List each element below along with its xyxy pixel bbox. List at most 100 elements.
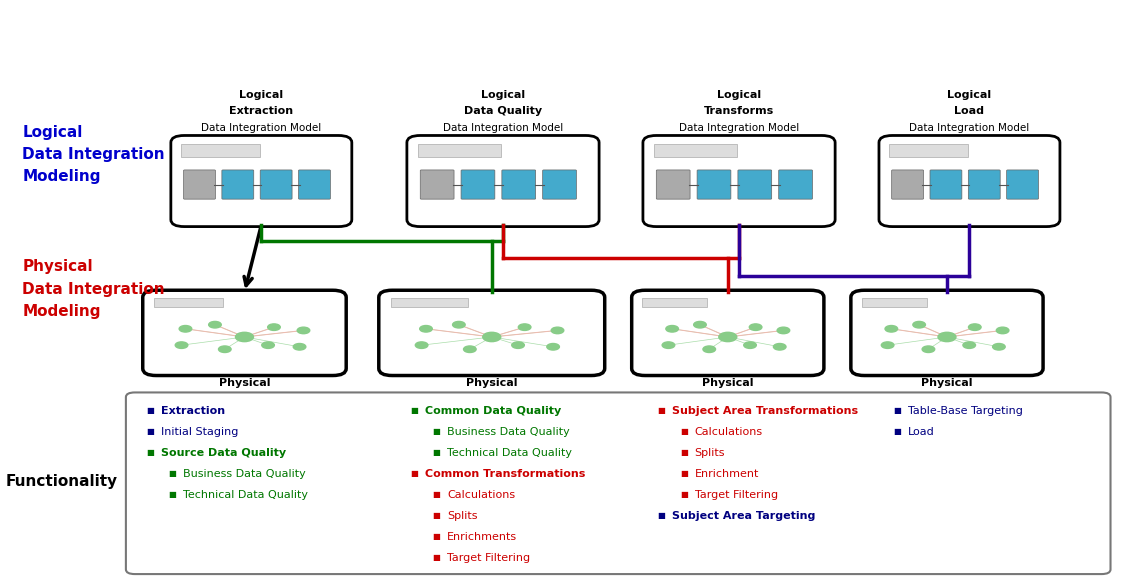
Text: Target: Target (931, 395, 963, 405)
FancyBboxPatch shape (891, 170, 924, 199)
FancyBboxPatch shape (737, 170, 772, 199)
Bar (643, 298, 707, 307)
FancyBboxPatch shape (221, 170, 254, 199)
Text: ■: ■ (680, 469, 688, 478)
Text: ■: ■ (658, 406, 665, 415)
Text: ■: ■ (146, 406, 154, 415)
Circle shape (175, 342, 188, 349)
Text: Source Data Quality: Source Data Quality (161, 447, 285, 458)
Text: ■: ■ (680, 427, 688, 436)
Text: Component Model: Component Model (680, 411, 776, 421)
Text: Common Transformations: Common Transformations (425, 468, 586, 479)
Circle shape (419, 325, 433, 332)
Circle shape (415, 342, 428, 349)
FancyBboxPatch shape (171, 135, 352, 227)
FancyBboxPatch shape (461, 170, 495, 199)
Circle shape (482, 332, 501, 342)
Circle shape (777, 327, 790, 333)
FancyBboxPatch shape (1007, 170, 1039, 199)
FancyBboxPatch shape (632, 290, 824, 376)
Text: Source System: Source System (206, 395, 283, 405)
Text: Business Data Quality: Business Data Quality (183, 468, 306, 479)
Text: Subject Area: Subject Area (695, 395, 761, 405)
Circle shape (773, 343, 786, 350)
Text: Target Filtering: Target Filtering (695, 489, 778, 500)
Text: Physical: Physical (219, 378, 270, 388)
FancyBboxPatch shape (779, 170, 813, 199)
Text: Common Components: Common Components (434, 395, 550, 405)
Text: Physical: Physical (466, 378, 517, 388)
FancyBboxPatch shape (126, 392, 1111, 574)
FancyBboxPatch shape (379, 290, 605, 376)
FancyBboxPatch shape (879, 135, 1060, 227)
Text: Data Integration Model: Data Integration Model (679, 123, 799, 133)
Text: Data Quality: Data Quality (464, 106, 542, 116)
Text: Data Integration Model: Data Integration Model (432, 411, 552, 421)
Circle shape (209, 321, 221, 328)
Text: Common Data Quality: Common Data Quality (425, 405, 561, 416)
Text: ■: ■ (433, 532, 441, 541)
Text: Enrichments: Enrichments (447, 531, 517, 542)
Text: Physical: Physical (922, 378, 972, 388)
Text: Transforms: Transforms (704, 106, 774, 116)
Circle shape (293, 343, 306, 350)
Text: Splits: Splits (447, 510, 478, 521)
Text: Logical: Logical (717, 90, 761, 100)
Circle shape (236, 332, 253, 342)
Text: ■: ■ (433, 490, 441, 499)
FancyBboxPatch shape (183, 170, 216, 199)
Text: ■: ■ (410, 469, 418, 478)
FancyBboxPatch shape (143, 290, 346, 376)
Text: ■: ■ (680, 448, 688, 457)
FancyBboxPatch shape (968, 170, 1000, 199)
Text: ■: ■ (410, 406, 418, 415)
Text: ■: ■ (169, 490, 176, 499)
Text: Calculations: Calculations (695, 426, 763, 437)
Text: ■: ■ (169, 469, 176, 478)
Text: Data Integration Model: Data Integration Model (909, 123, 1030, 133)
FancyBboxPatch shape (851, 290, 1043, 376)
Circle shape (546, 343, 560, 350)
FancyBboxPatch shape (260, 170, 292, 199)
Text: Splits: Splits (695, 447, 725, 458)
FancyBboxPatch shape (543, 170, 577, 199)
Text: Target Filtering: Target Filtering (447, 552, 531, 563)
Circle shape (694, 321, 706, 328)
FancyBboxPatch shape (299, 170, 330, 199)
Text: Table-Base Targeting: Table-Base Targeting (908, 405, 1023, 416)
Text: Logical: Logical (239, 90, 283, 100)
Text: Logical
Data Integration
Modeling: Logical Data Integration Modeling (22, 125, 165, 185)
Text: Initial Staging: Initial Staging (161, 426, 238, 437)
Circle shape (179, 325, 192, 332)
Circle shape (551, 327, 564, 333)
FancyBboxPatch shape (643, 135, 835, 227)
Text: Load: Load (954, 106, 985, 116)
Bar (654, 144, 737, 157)
Circle shape (218, 346, 232, 353)
Text: Extraction: Extraction (229, 106, 293, 116)
Text: Load: Load (908, 426, 935, 437)
Circle shape (453, 321, 465, 328)
Circle shape (268, 324, 280, 331)
Text: Logical: Logical (948, 90, 991, 100)
Text: Subject Area Transformations: Subject Area Transformations (672, 405, 859, 416)
FancyBboxPatch shape (501, 170, 536, 199)
Text: Data Integration Model: Data Integration Model (184, 411, 305, 421)
Circle shape (702, 346, 716, 353)
Circle shape (463, 346, 477, 353)
Text: ■: ■ (658, 511, 665, 520)
Bar (391, 298, 468, 307)
Text: ■: ■ (433, 448, 441, 457)
Text: Physical
Data Integration
Modeling: Physical Data Integration Modeling (22, 259, 165, 319)
Bar (889, 144, 968, 157)
Circle shape (937, 332, 955, 342)
Circle shape (665, 325, 679, 332)
Circle shape (511, 342, 524, 349)
Text: ■: ■ (146, 448, 154, 457)
Text: ■: ■ (433, 511, 441, 520)
Text: Calculations: Calculations (447, 489, 516, 500)
Text: ■: ■ (433, 427, 441, 436)
Circle shape (750, 324, 762, 331)
Circle shape (719, 332, 737, 342)
Circle shape (297, 327, 310, 333)
